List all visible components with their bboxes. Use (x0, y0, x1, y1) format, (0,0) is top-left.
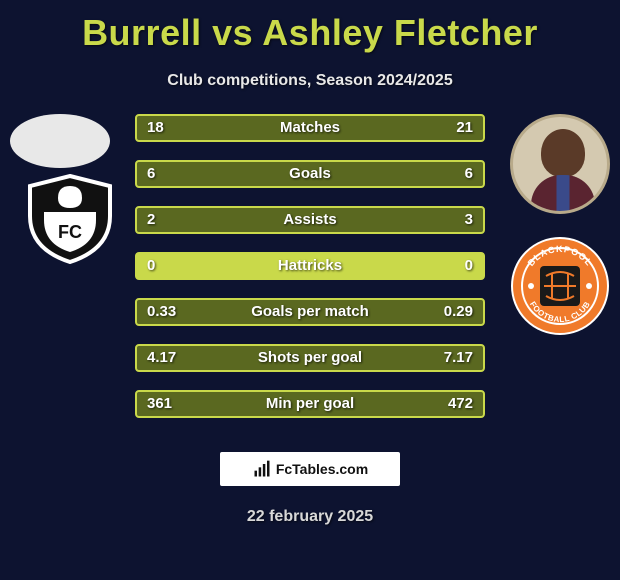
stat-row: 0.330.29Goals per match (135, 298, 485, 326)
stat-label: Hattricks (137, 254, 483, 278)
stat-row: 361472Min per goal (135, 390, 485, 418)
player-left-avatar (10, 114, 110, 168)
stat-row: 4.177.17Shots per goal (135, 344, 485, 372)
club-right-badge: BLACKPOOL FOOTBALL CLUB (510, 236, 610, 336)
chart-icon (252, 459, 272, 479)
subtitle: Club competitions, Season 2024/2025 (0, 72, 620, 90)
club-left-badge: FC (20, 174, 120, 264)
stat-row: 1821Matches (135, 114, 485, 142)
stat-row: 23Assists (135, 206, 485, 234)
stat-label: Assists (137, 208, 483, 232)
svg-text:FC: FC (58, 222, 82, 242)
page-title: Burrell vs Ashley Fletcher (0, 0, 620, 54)
stat-label: Goals (137, 162, 483, 186)
stat-row: 00Hattricks (135, 252, 485, 280)
branding-text: FcTables.com (276, 461, 368, 477)
stat-label: Shots per goal (137, 346, 483, 370)
stat-label: Matches (137, 116, 483, 140)
date-text: 22 february 2025 (0, 508, 620, 526)
stat-label: Goals per match (137, 300, 483, 324)
player-right-avatar (510, 114, 610, 214)
stats-list: 1821Matches 66Goals 23Assists 00Hattricks 0.… (135, 114, 485, 436)
stat-label: Min per goal (137, 392, 483, 416)
branding-badge[interactable]: FcTables.com (220, 452, 400, 486)
stat-row: 66Goals (135, 160, 485, 188)
comparison-content: FC BLACKPOOL FOOTBALL CLUB 1821Matches 66… (0, 114, 620, 444)
